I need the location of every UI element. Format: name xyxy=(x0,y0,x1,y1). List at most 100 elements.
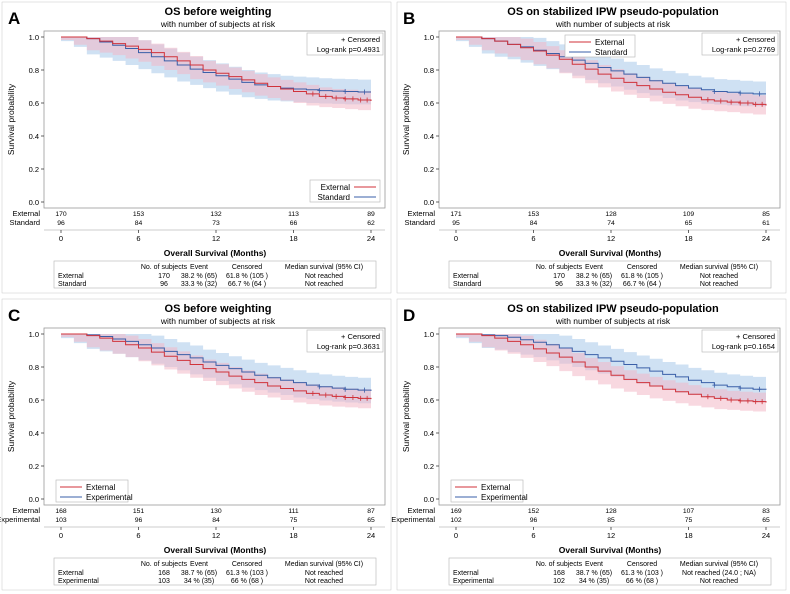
x-tick-label: 0 xyxy=(59,234,63,243)
censored-label: + Censored xyxy=(736,35,775,44)
table-cell: Not reached xyxy=(700,578,738,585)
x-tick-label: 18 xyxy=(289,531,297,540)
y-axis-label: Survival probability xyxy=(6,380,16,452)
x-axis-label: Overall Survival (Months) xyxy=(559,248,662,258)
table-cell: Not reached xyxy=(700,281,738,288)
y-axis-label: Survival probability xyxy=(6,83,16,155)
km-line-experimental xyxy=(61,333,372,391)
x-tick-label: 12 xyxy=(607,234,615,243)
at-risk-count: 111 xyxy=(288,508,299,515)
table-cell: 33.3 % (32) xyxy=(576,281,612,288)
at-risk-count: 62 xyxy=(367,220,375,227)
table-cell: External xyxy=(58,273,84,280)
at-risk-count: 87 xyxy=(367,508,375,515)
at-risk-count: 152 xyxy=(528,508,540,515)
panel-border xyxy=(396,1,787,294)
table-cell: 66.7 % (64 ) xyxy=(228,281,266,288)
table-cell: 61.8 % (105 ) xyxy=(226,273,268,280)
at-risk-count: 109 xyxy=(683,211,695,218)
y-axis-label: Survival probability xyxy=(401,380,411,452)
at-risk-count: 65 xyxy=(367,517,375,524)
km-line-external xyxy=(61,333,372,400)
at-risk-count: 132 xyxy=(210,211,222,218)
table-header: Median survival (95% CI) xyxy=(680,264,758,271)
at-risk-count: 75 xyxy=(290,517,298,524)
y-tick-label: 0.2 xyxy=(29,165,39,174)
panel-d: D OS on stabilized IPW pseudo-populationw… xyxy=(391,298,787,591)
at-risk-count: 153 xyxy=(528,211,540,218)
y-tick-label: 1.0 xyxy=(29,33,39,42)
plot-frame xyxy=(438,327,781,506)
at-risk-count: 84 xyxy=(212,517,220,524)
table-cell: External xyxy=(58,570,84,577)
censor-box xyxy=(701,32,779,56)
x-tick-label: 24 xyxy=(762,234,770,243)
y-tick-label: 0.8 xyxy=(29,363,39,372)
y-tick-label: 0.0 xyxy=(29,198,39,207)
table-cell: 38.7 % (65) xyxy=(576,570,612,577)
chart-subtitle: with number of subjects at risk xyxy=(555,19,671,29)
at-risk-count: 84 xyxy=(135,220,143,227)
summary-table xyxy=(448,557,772,586)
x-tick-label: 24 xyxy=(762,531,770,540)
table-header: Median survival (95% CI) xyxy=(285,561,363,568)
table-cell: Not reached xyxy=(305,281,343,288)
x-tick-label: 0 xyxy=(59,531,63,540)
table-cell: 170 xyxy=(553,273,565,280)
y-tick-label: 0.0 xyxy=(29,495,39,504)
table-cell: 96 xyxy=(160,281,168,288)
at-risk-group-label: External xyxy=(407,506,435,515)
at-risk-group-label: Standard xyxy=(10,218,40,227)
chart-title: OS on stabilized IPW pseudo-population xyxy=(507,303,719,315)
at-risk-count: 61 xyxy=(762,220,770,227)
table-cell: Not reached xyxy=(305,273,343,280)
table-cell: 61.3 % (103 ) xyxy=(621,570,663,577)
plot-frame xyxy=(43,30,386,209)
table-cell: 168 xyxy=(158,570,170,577)
table-header: Median survival (95% CI) xyxy=(285,264,363,271)
x-tick-label: 6 xyxy=(531,234,535,243)
at-risk-group-label: Experimental xyxy=(391,515,435,524)
at-risk-count: 65 xyxy=(762,517,770,524)
table-header: Event xyxy=(190,561,208,568)
table-cell: 103 xyxy=(158,578,170,585)
at-risk-count: 130 xyxy=(210,508,222,515)
chart-subtitle: with number of subjects at risk xyxy=(160,19,276,29)
at-risk-count: 83 xyxy=(762,508,770,515)
censor-box xyxy=(306,32,384,56)
summary-table xyxy=(53,260,377,289)
legend-label: Experimental xyxy=(86,493,133,502)
y-tick-label: 1.0 xyxy=(424,33,434,42)
table-cell: External xyxy=(453,273,479,280)
at-risk-count: 170 xyxy=(55,211,67,218)
table-cell: 66 % (68 ) xyxy=(626,578,658,585)
panel-letter: B xyxy=(403,9,415,28)
censored-label: + Censored xyxy=(341,332,380,341)
x-tick-label: 6 xyxy=(531,531,535,540)
y-tick-label: 1.0 xyxy=(424,330,434,339)
y-tick-label: 0.0 xyxy=(424,198,434,207)
censored-label: + Censored xyxy=(341,35,380,44)
at-risk-count: 66 xyxy=(290,220,298,227)
km-line-experimental xyxy=(456,333,767,390)
table-cell: Not reached xyxy=(700,273,738,280)
km-line-external xyxy=(456,333,767,403)
x-tick-label: 24 xyxy=(367,234,375,243)
at-risk-group-label: Standard xyxy=(405,218,435,227)
table-header: No. of subjects xyxy=(141,264,188,271)
logrank-pvalue: Log-rank p=0.3631 xyxy=(317,342,380,351)
at-risk-count: 96 xyxy=(135,517,143,524)
table-cell: Standard xyxy=(453,281,482,288)
at-risk-count: 73 xyxy=(212,220,220,227)
table-cell: Not reached xyxy=(305,578,343,585)
x-tick-label: 0 xyxy=(454,531,458,540)
x-tick-label: 0 xyxy=(454,234,458,243)
panel-border xyxy=(1,298,392,591)
censor-box xyxy=(701,329,779,353)
table-cell: 33.3 % (32) xyxy=(181,281,217,288)
at-risk-count: 65 xyxy=(685,220,693,227)
y-tick-label: 0.2 xyxy=(29,462,39,471)
logrank-pvalue: Log-rank p=0.1654 xyxy=(712,342,775,351)
at-risk-group-label: Experimental xyxy=(0,515,40,524)
